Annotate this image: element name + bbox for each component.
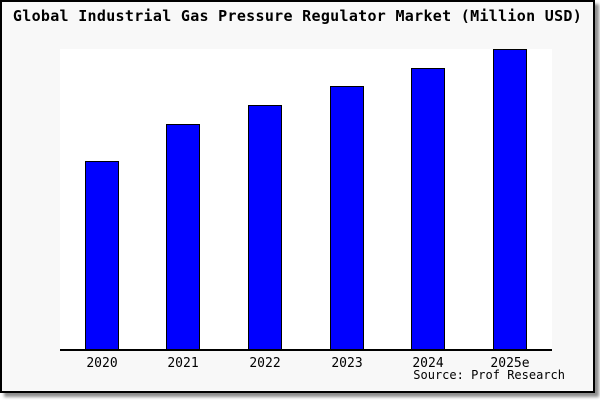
x-tick-label-2025e: 2025e — [490, 356, 530, 371]
bar-2023 — [330, 86, 364, 349]
bar-2024 — [411, 68, 445, 349]
x-tick-label-2022: 2022 — [249, 356, 281, 371]
chart-title: Global Industrial Gas Pressure Regulator… — [12, 7, 583, 25]
x-tick-label-2020: 2020 — [86, 356, 118, 371]
bar-2025e — [493, 49, 527, 349]
bar-2021 — [166, 124, 200, 349]
x-tick-label-2024: 2024 — [412, 356, 444, 371]
bar-2020 — [85, 161, 119, 349]
bar-2022 — [248, 105, 282, 349]
x-tick-label-2021: 2021 — [167, 356, 199, 371]
plot-area — [60, 49, 552, 351]
x-tick-label-2023: 2023 — [331, 356, 363, 371]
chart-figure: Global Industrial Gas Pressure Regulator… — [0, 0, 595, 393]
source-label: Source: Prof Research — [413, 368, 565, 382]
